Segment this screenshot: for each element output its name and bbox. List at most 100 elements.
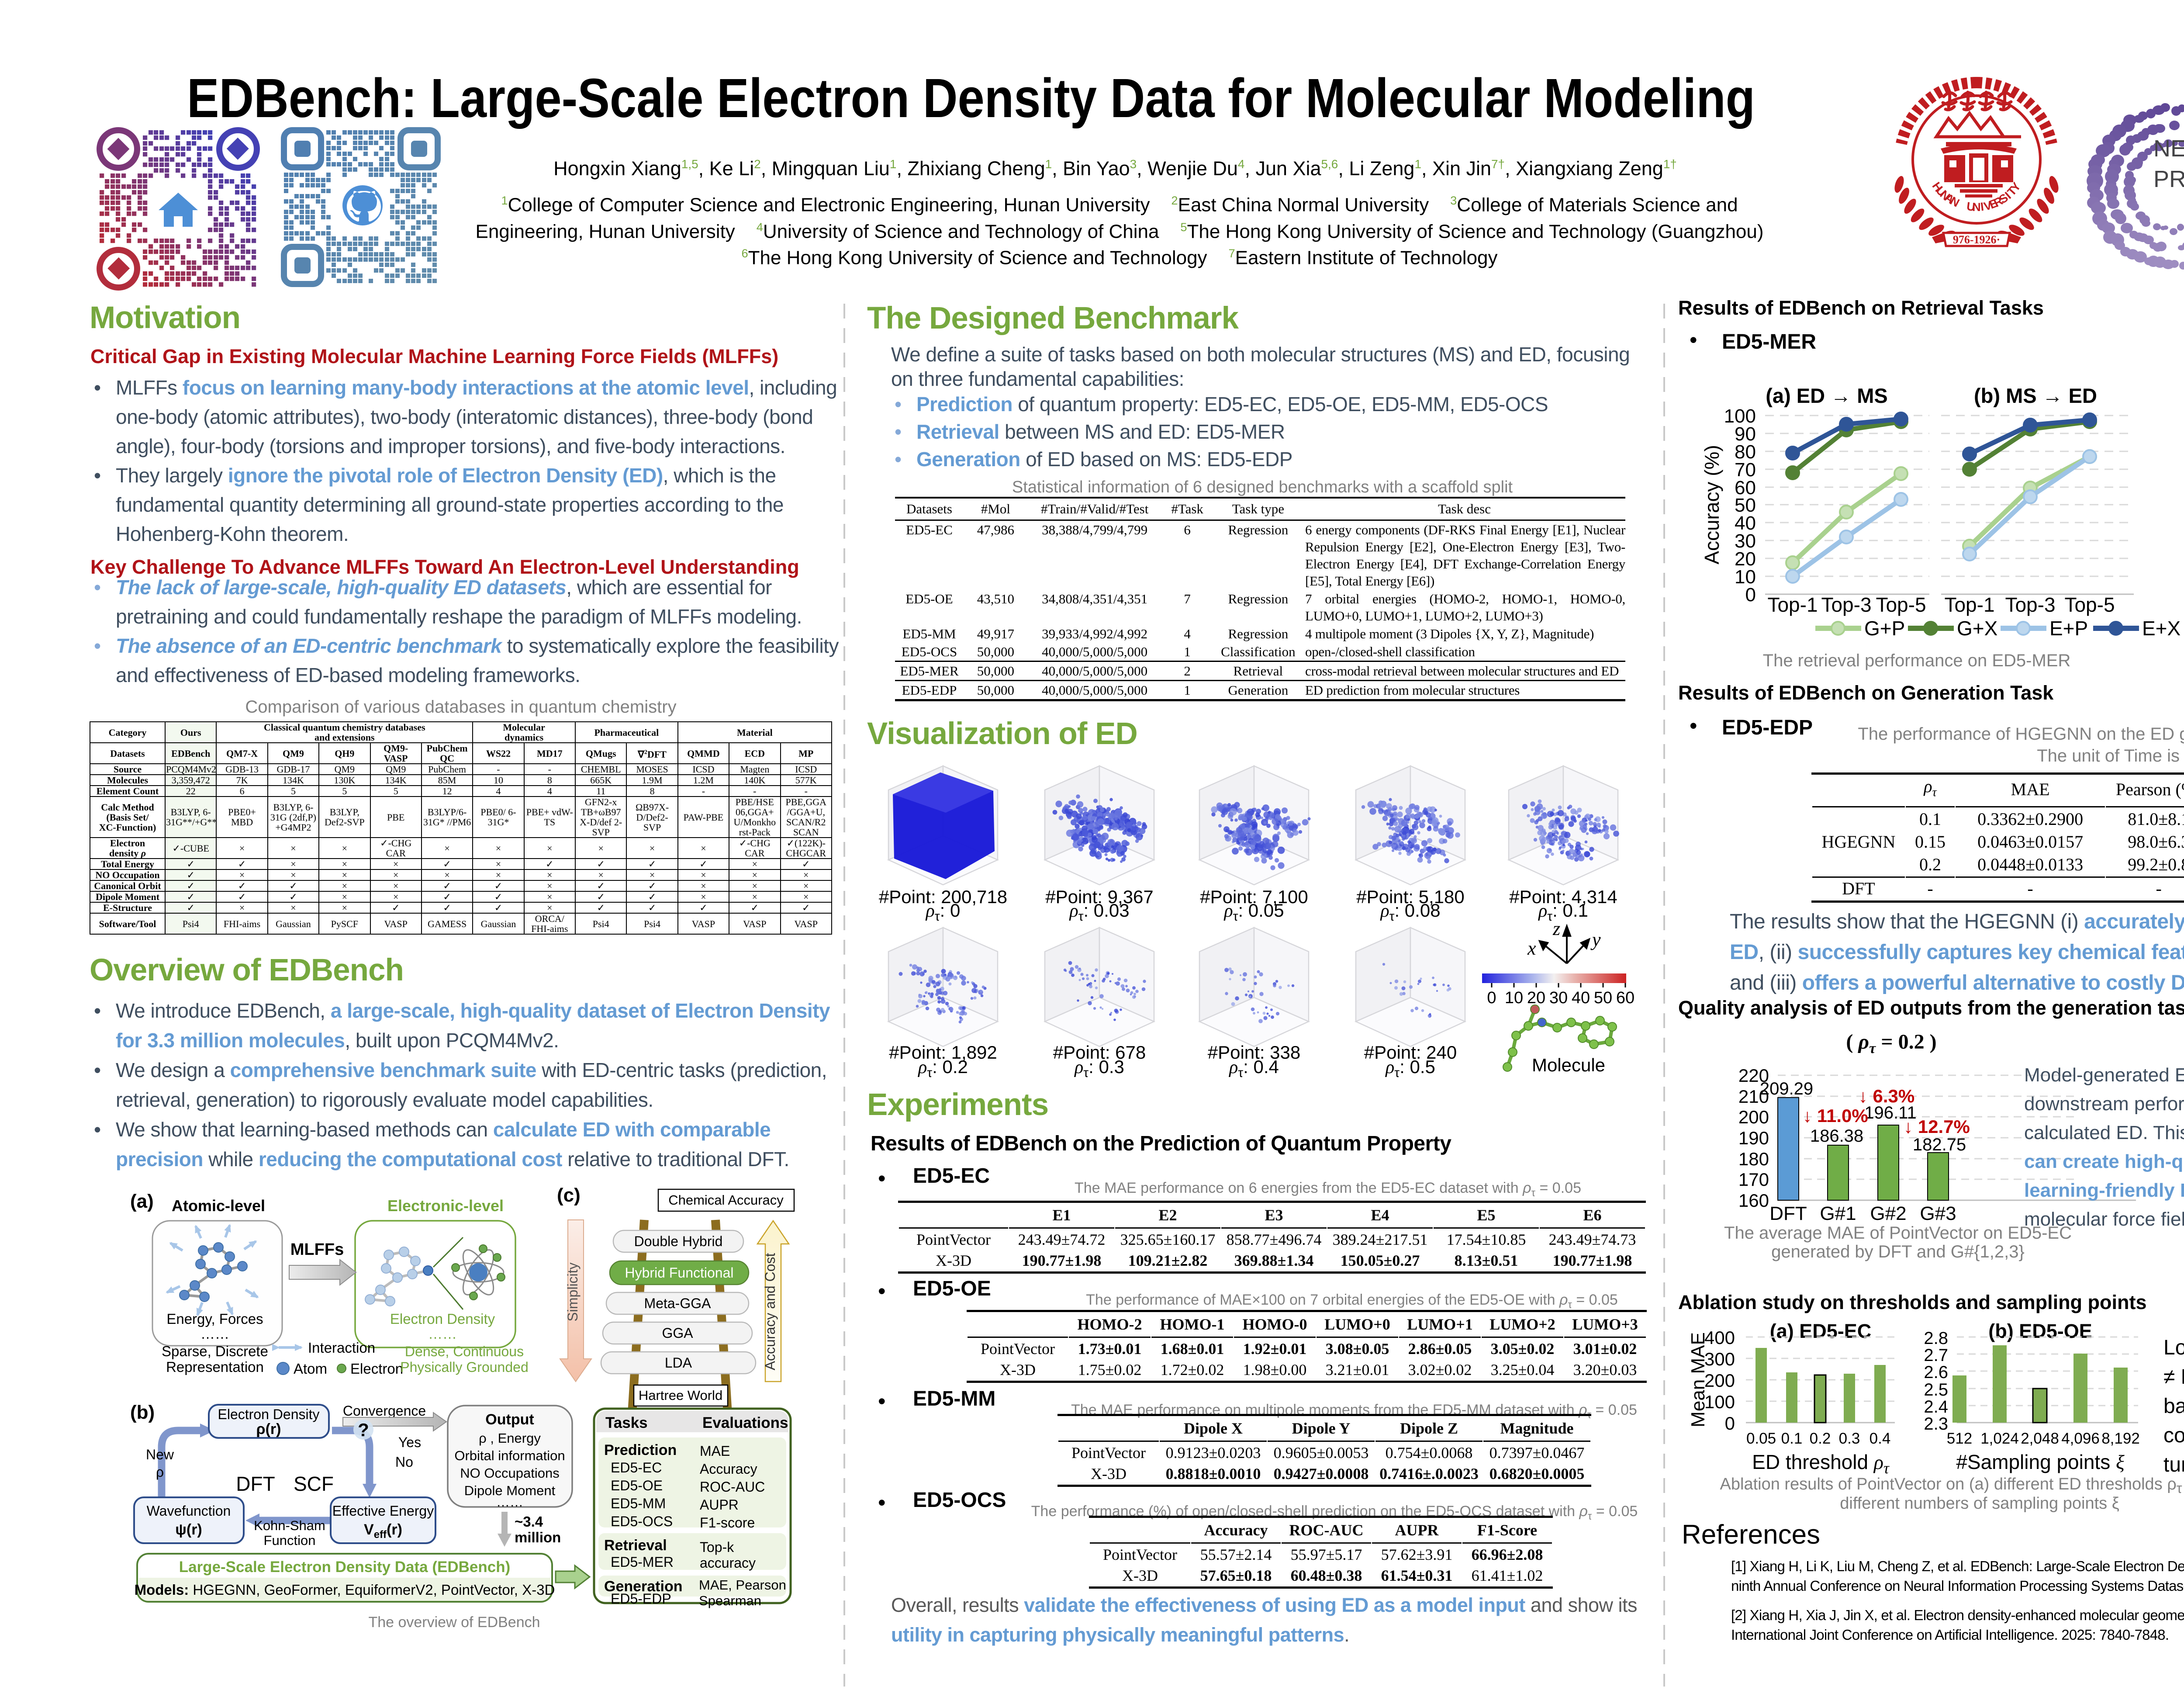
svg-text:#Point: 678: #Point: 678 (1053, 1042, 1146, 1063)
svg-text:4,096: 4,096 (2061, 1430, 2100, 1447)
svg-text:10: 10 (1505, 989, 1523, 1007)
svg-text:50: 50 (1594, 989, 1612, 1007)
svg-text:Electron: Electron (350, 1361, 403, 1377)
svg-text:186.38: 186.38 (1810, 1126, 1863, 1146)
svg-text:ρτ: 0.03: ρτ: 0.03 (1068, 900, 1129, 924)
svg-text:Atomic-level: Atomic-level (172, 1197, 265, 1215)
svg-text:2.8: 2.8 (1924, 1329, 1948, 1348)
svg-text:220: 220 (1738, 1065, 1769, 1086)
svg-text:Accuracy (%): Accuracy (%) (1700, 445, 1723, 564)
svg-text:(a) ED5-EC: (a) ED5-EC (1770, 1320, 1872, 1342)
svg-text:0.3: 0.3 (1839, 1430, 1860, 1447)
svg-text:Function: Function (264, 1533, 316, 1548)
svg-text:2.3: 2.3 (1924, 1414, 1948, 1434)
svg-text:ρ , Energy: ρ , Energy (479, 1430, 541, 1446)
svg-text:Prediction: Prediction (604, 1442, 677, 1458)
svg-text:10: 10 (1735, 566, 1756, 588)
svg-text:400: 400 (1704, 1327, 1735, 1348)
svg-text:……: …… (428, 1326, 457, 1342)
svg-text:U: U (1966, 200, 1976, 214)
svg-text:Wavefunction: Wavefunction (147, 1503, 231, 1519)
svg-text:0.1: 0.1 (1781, 1430, 1803, 1447)
svg-text:Evaluations: Evaluations (702, 1414, 788, 1431)
svg-text:1,024: 1,024 (1980, 1430, 2019, 1447)
svg-text:accuracy: accuracy (700, 1555, 756, 1571)
svg-text:0.05: 0.05 (1746, 1430, 1776, 1447)
svg-text:ρτ: 0: ρτ: 0 (925, 900, 961, 924)
svg-text:……: …… (496, 1494, 523, 1510)
svg-text:182.75: 182.75 (1913, 1135, 1966, 1154)
svg-text:ρ(r): ρ(r) (256, 1421, 281, 1437)
svg-text:G#3: G#3 (1920, 1203, 1956, 1224)
svg-text:ψ(r): ψ(r) (175, 1521, 202, 1538)
svg-text:ROC-AUC: ROC-AUC (700, 1479, 765, 1495)
svg-text:Representation: Representation (166, 1359, 264, 1375)
svg-text:160: 160 (1738, 1190, 1769, 1211)
svg-text:NEURAL INFORMATION: NEURAL INFORMATION (2153, 135, 2184, 162)
svg-text:Electronic-level: Electronic-level (387, 1197, 504, 1215)
svg-text:The overview of EDBench: The overview of EDBench (368, 1614, 540, 1631)
svg-text:↓ 12.7%: ↓ 12.7% (1904, 1116, 1970, 1137)
svg-text:MAE, Pearson: MAE, Pearson (699, 1577, 786, 1593)
svg-text:70: 70 (1735, 459, 1756, 481)
svg-text:512: 512 (1947, 1430, 1972, 1447)
svg-text:DFT: DFT (1769, 1203, 1807, 1224)
svg-text:ED5-EDP: ED5-EDP (611, 1591, 671, 1607)
svg-text:MLFFs: MLFFs (290, 1240, 344, 1259)
svg-text:196.11: 196.11 (1864, 1103, 1916, 1122)
svg-text:ρτ: 0.1: ρτ: 0.1 (1538, 900, 1588, 924)
svg-text:Convergence: Convergence (343, 1403, 426, 1419)
svg-text:G#1: G#1 (1820, 1203, 1856, 1224)
svg-text:Dipole Moment: Dipole Moment (464, 1483, 556, 1498)
svg-text:30: 30 (1735, 530, 1756, 552)
svg-text:170: 170 (1738, 1169, 1769, 1190)
svg-text:#Sampling points ξ: #Sampling points ξ (1956, 1451, 2125, 1473)
svg-text:……: …… (200, 1326, 229, 1342)
svg-text:300: 300 (1704, 1349, 1735, 1369)
svg-text:E+P: E+P (2049, 617, 2088, 640)
svg-text:Kohn-Sham: Kohn-Sham (254, 1518, 325, 1533)
svg-text:The average MAE of PointVector: The average MAE of PointVector on ED5-EC (1724, 1223, 2072, 1243)
svg-text:DFT: DFT (236, 1472, 275, 1495)
svg-text:0: 0 (1487, 989, 1496, 1007)
svg-text:SCF: SCF (294, 1472, 334, 1495)
svg-text:E+X: E+X (2142, 617, 2181, 640)
svg-text:Effective Energy: Effective Energy (332, 1503, 434, 1519)
svg-text:Double Hybrid: Double Hybrid (634, 1233, 723, 1249)
svg-text:#Point: 5,180: #Point: 5,180 (1356, 887, 1465, 907)
svg-text:210: 210 (1738, 1086, 1769, 1107)
svg-text:Dense, Continuous: Dense, Continuous (405, 1344, 524, 1359)
svg-text:ED5-OCS: ED5-OCS (611, 1514, 673, 1529)
svg-text:~3.4: ~3.4 (515, 1514, 543, 1530)
svg-text:N: N (1972, 201, 1981, 214)
svg-text:Meta-GGA: Meta-GGA (644, 1295, 712, 1311)
svg-text:ED5-OE: ED5-OE (611, 1478, 663, 1493)
svg-text:PROCESSING SYSTEMS: PROCESSING SYSTEMS (2153, 166, 2184, 192)
svg-text:Electron Density: Electron Density (390, 1311, 495, 1327)
svg-text:ρτ: 0.4: ρτ: 0.4 (1228, 1056, 1279, 1080)
svg-text:2.5: 2.5 (1924, 1380, 1948, 1399)
svg-text:(b): (b) (130, 1402, 155, 1423)
svg-text:Top-5: Top-5 (1876, 593, 1926, 616)
svg-text:Accuracy and Cost: Accuracy and Cost (762, 1253, 778, 1371)
svg-text:30: 30 (1549, 989, 1568, 1007)
svg-text:million: million (515, 1529, 561, 1545)
svg-text:F1-score: F1-score (700, 1515, 755, 1531)
svg-text:Electron Density: Electron Density (218, 1406, 320, 1422)
svg-text:Models: HGEGNN, GeoFormer, Equ: Models: HGEGNN, GeoFormer, EquiformerV2,… (135, 1582, 555, 1598)
svg-text:180: 180 (1738, 1149, 1769, 1169)
svg-text:Molecule: Molecule (1532, 1055, 1605, 1075)
svg-text:The retrieval performance on E: The retrieval performance on ED5-MER (1763, 651, 2071, 670)
svg-text:Top-1: Top-1 (1944, 593, 1994, 616)
svg-text:209.29: 209.29 (1760, 1079, 1813, 1098)
svg-text:Ablation results of PointVecto: Ablation results of PointVector on (a) d… (1720, 1475, 2184, 1496)
svg-text:#Point: 4,314: #Point: 4,314 (1509, 887, 1617, 907)
svg-text:#Point: 338: #Point: 338 (1208, 1042, 1301, 1063)
svg-text:0: 0 (1745, 584, 1756, 606)
svg-text:G#2: G#2 (1870, 1203, 1906, 1224)
svg-text:0.4: 0.4 (1870, 1430, 1891, 1447)
svg-text:GGA: GGA (662, 1325, 693, 1341)
svg-text:#Point: 7,100: #Point: 7,100 (1200, 887, 1308, 907)
svg-text:2.7: 2.7 (1924, 1346, 1948, 1365)
svg-text:y: y (1590, 929, 1601, 950)
